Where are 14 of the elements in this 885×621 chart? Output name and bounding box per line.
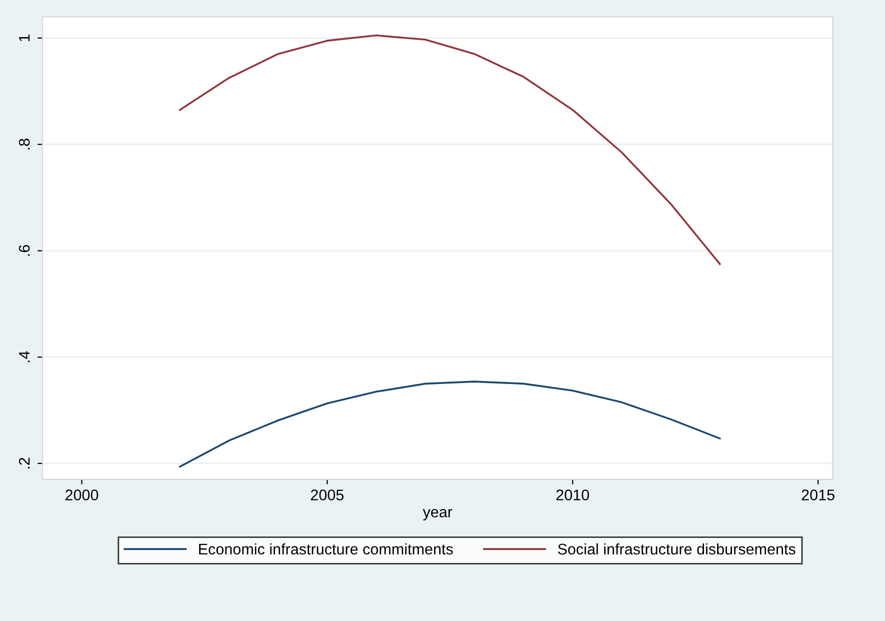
x-tick-label: 2005 bbox=[310, 490, 344, 500]
x-tick-label: 2010 bbox=[556, 490, 590, 500]
legend-label: Economic infrastructure commitments bbox=[199, 543, 453, 555]
x-axis-title: year bbox=[422, 509, 452, 520]
y-tick-label: .8 bbox=[18, 138, 30, 150]
line-series bbox=[179, 34, 721, 265]
legend-label: Social infrastructure disbursements bbox=[558, 543, 796, 555]
y-tick-label: .6 bbox=[18, 245, 30, 256]
y-tick-label: 1 bbox=[19, 34, 30, 42]
x-tick-label: 2000 bbox=[66, 490, 98, 500]
x-tick-label: 2015 bbox=[802, 490, 834, 500]
line-series bbox=[179, 380, 721, 468]
y-tick-label: .2 bbox=[18, 458, 30, 468]
y-tick-label: .4 bbox=[19, 351, 30, 362]
